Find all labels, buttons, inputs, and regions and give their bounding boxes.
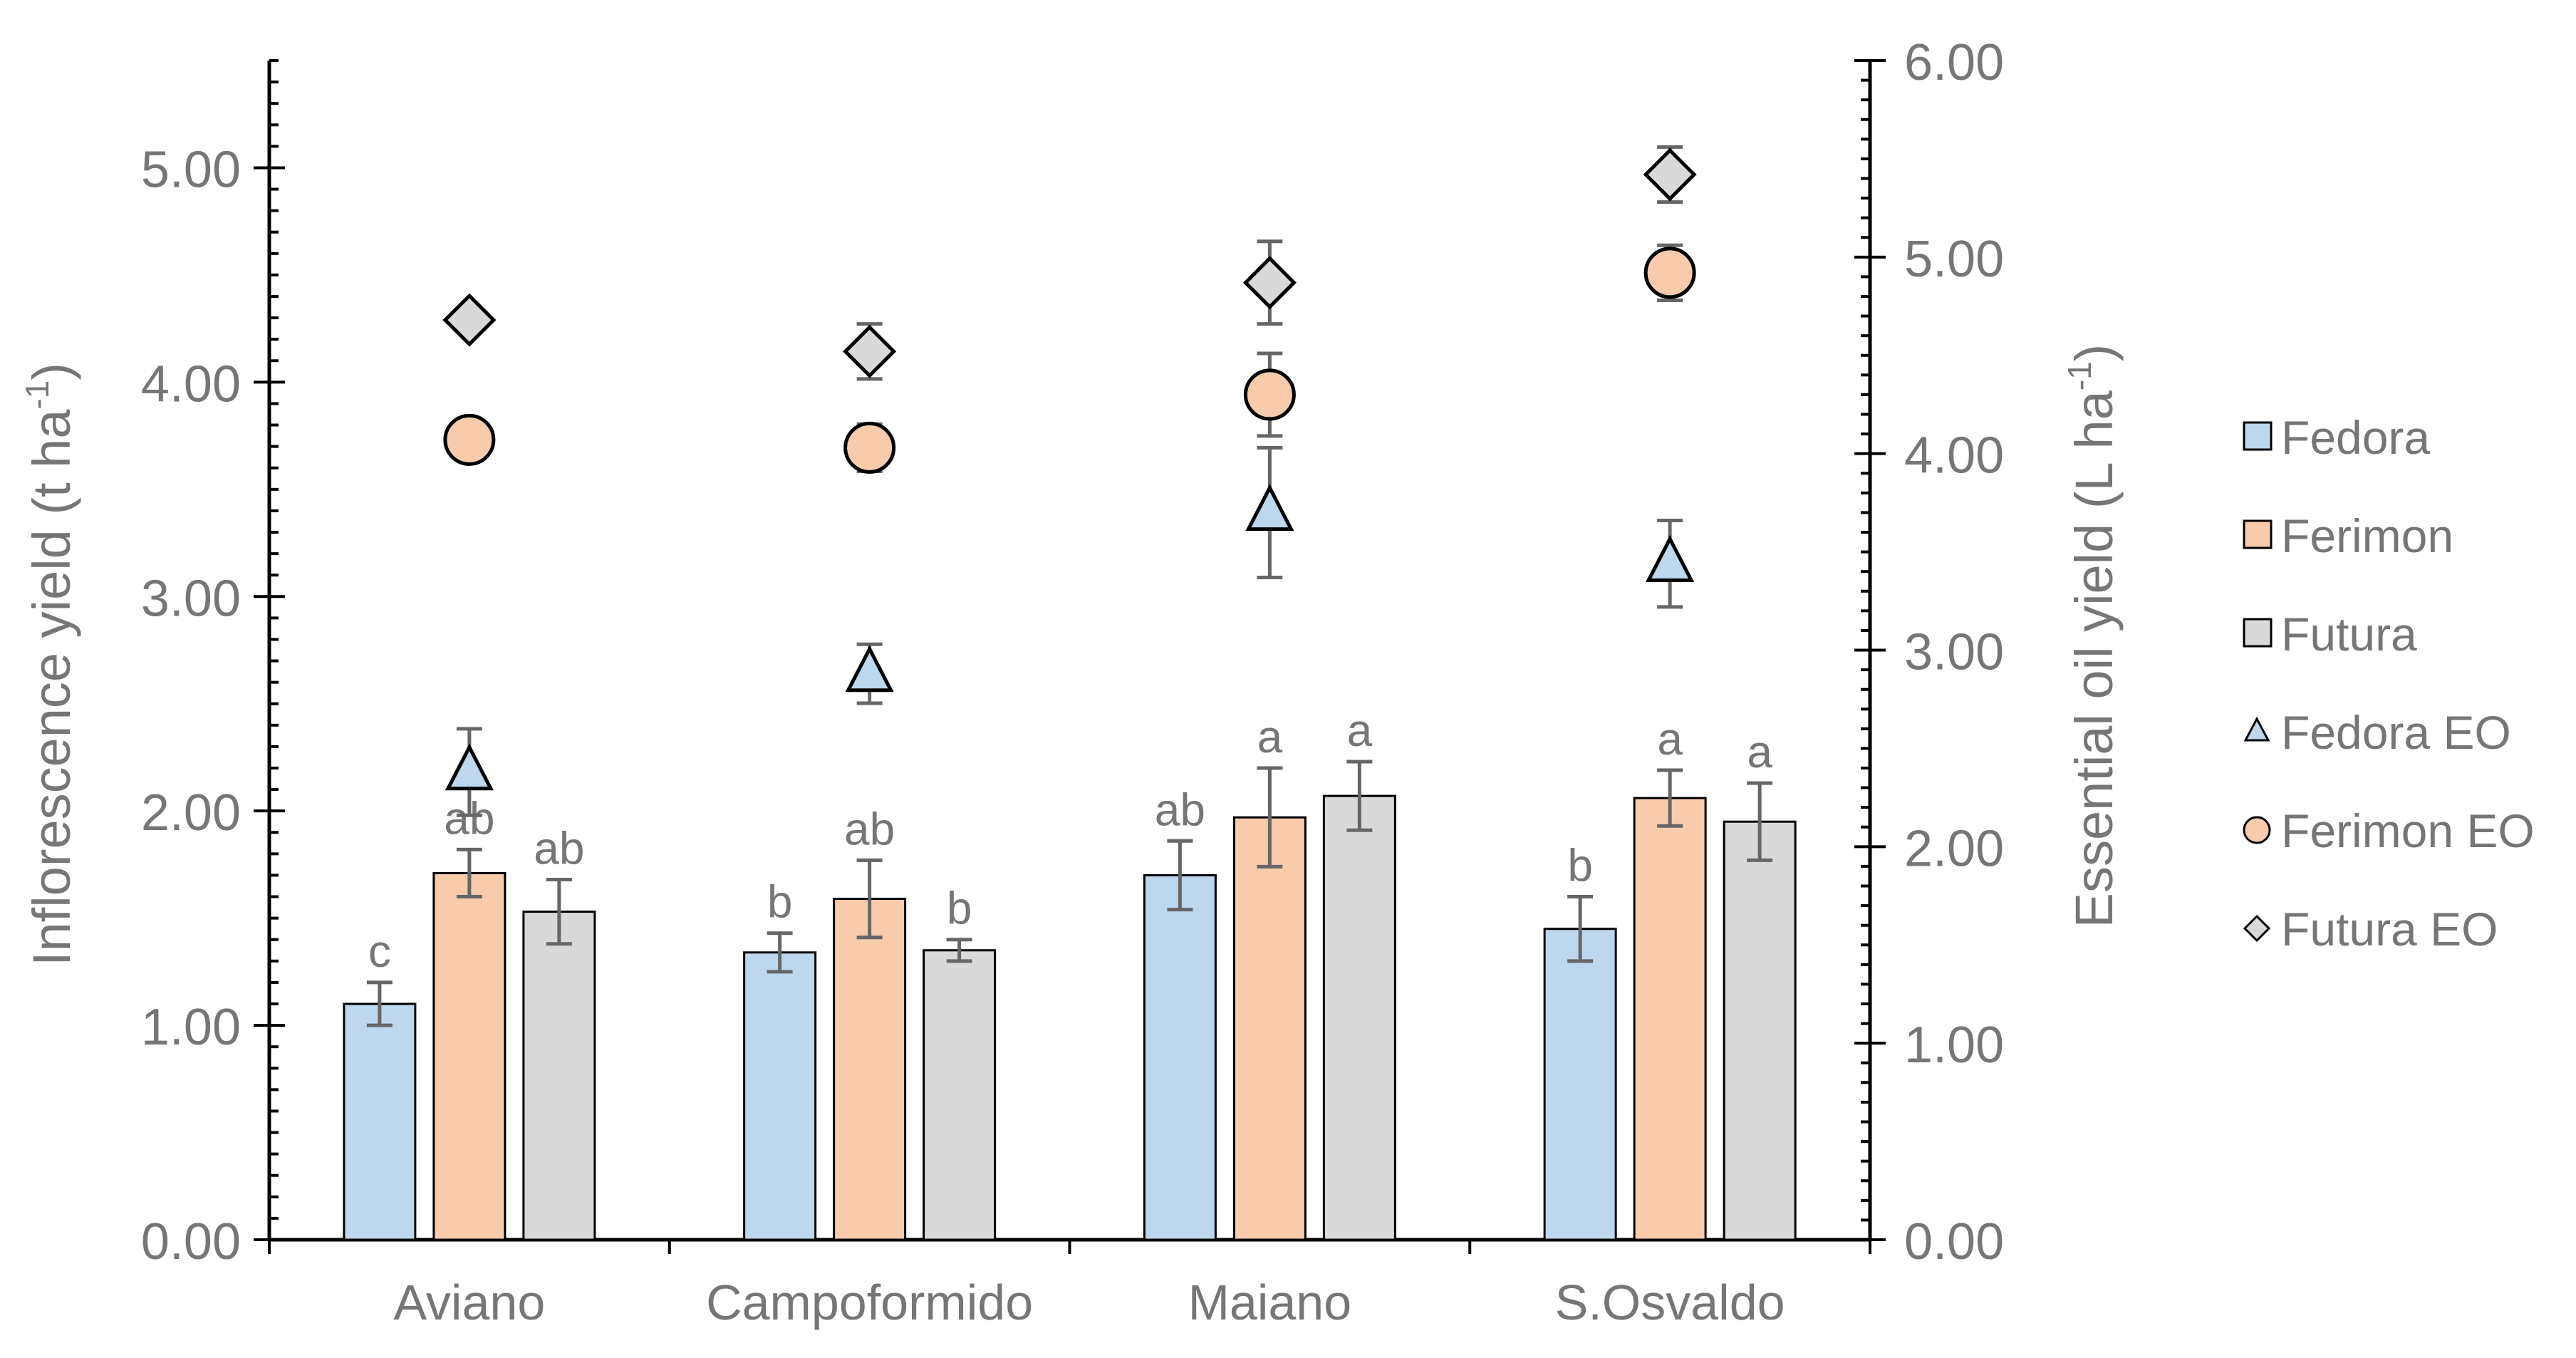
bar-futura (1322, 794, 1396, 1241)
right-tick-label: 2.00 (1904, 820, 2004, 877)
point-fedora-eo (845, 645, 894, 693)
significance-letter: ab (1155, 784, 1205, 835)
bar-futura (1723, 820, 1797, 1241)
left-tick-label: 5.00 (141, 141, 241, 198)
point-fedora-eo (1245, 484, 1294, 532)
right-tick-label: 6.00 (1904, 34, 2004, 91)
legend-item-futura-swatch (2243, 618, 2273, 648)
legend-item-ferimon-swatch (2243, 519, 2273, 549)
bar-futura (522, 911, 596, 1241)
bar-ferimon (1232, 816, 1307, 1241)
significance-letter: b (767, 876, 793, 928)
left-tick-label: 1.00 (141, 999, 241, 1056)
bar-fedora (1143, 874, 1217, 1241)
point-futura-eo (843, 324, 897, 378)
significance-letter: ab (534, 822, 584, 874)
bar-fedora (1543, 928, 1617, 1241)
right-tick-label: 3.00 (1904, 624, 2004, 681)
point-ferimon-eo (843, 421, 896, 474)
left-tick-label: 3.00 (141, 570, 241, 627)
right-axis-title-sup: -1 (2061, 361, 2098, 390)
right-tick-label: 4.00 (1904, 427, 2004, 484)
legend-item-futura-eo-label: Futura EO (2281, 903, 2498, 955)
significance-letter: ab (844, 803, 895, 854)
point-futura-eo (1242, 256, 1297, 310)
significance-letter: a (1257, 711, 1283, 762)
point-futura-eo (1643, 147, 1697, 202)
significance-letter: b (1567, 840, 1593, 891)
point-fedora-eo (445, 743, 494, 791)
point-fedora-eo (1646, 534, 1695, 582)
point-ferimon-eo (1643, 247, 1696, 299)
right-tick-label: 1.00 (1904, 1017, 2004, 1074)
point-futura-eo (442, 293, 497, 347)
significance-letter: a (1747, 726, 1772, 777)
x-tick-label: Aviano (393, 1275, 545, 1330)
legend-item-fedora-eo-swatch (2243, 716, 2270, 742)
left-axis-title-close: ) (22, 363, 81, 380)
legend-item-futura-eo-swatch (2243, 914, 2271, 943)
bar-fedora (343, 1002, 417, 1241)
bar-ferimon (432, 871, 507, 1241)
legend-item-fedora-eo-label: Fedora EO (2281, 706, 2511, 759)
bar-ferimon (1633, 797, 1707, 1241)
left-tick-label: 0.00 (141, 1213, 241, 1270)
right-tick-label: 5.00 (1904, 231, 2004, 288)
significance-letter: a (1657, 713, 1683, 764)
x-tick-label: Campoformido (706, 1275, 1033, 1330)
right-axis-title-close: ) (2065, 344, 2124, 362)
bar-ferimon (833, 898, 907, 1241)
left-axis-title: Inflorescence yield (t ha-1) (19, 363, 81, 966)
right-tick-label: 0.00 (1904, 1213, 2004, 1270)
x-tick-label: Maiano (1188, 1275, 1352, 1330)
legend-item-fedora-label: Fedora (2281, 411, 2430, 464)
significance-letter: b (947, 883, 972, 934)
legend-item-ferimon-eo-swatch (2243, 816, 2271, 844)
points (442, 145, 1697, 817)
significance-letter: c (368, 926, 391, 977)
legend: Fedora Ferimon Futura Fedora EO Ferimon EO Fu… (2243, 411, 2535, 955)
x-tick-label: S.Osvaldo (1555, 1275, 1785, 1330)
point-ferimon-eo (443, 413, 496, 466)
right-axis-title: Essential oil yield (L ha-1) (2061, 344, 2124, 928)
legend-item-fedora-swatch (2243, 421, 2273, 451)
legend-item-ferimon-eo-label: Ferimon EO (2281, 804, 2535, 857)
axes: 0.00 1.00 2.00 3.00 4.00 5.00 0.00 1.00 2.00 3.00… (19, 34, 2124, 1330)
significance-letter: a (1347, 705, 1373, 756)
left-tick-label: 2.00 (141, 784, 241, 841)
point-ferimon-eo (1243, 368, 1296, 421)
left-axis-title-sup: -1 (19, 380, 56, 410)
legend-item-futura-label: Futura (2281, 608, 2417, 660)
legend-item-ferimon-label: Ferimon (2281, 509, 2453, 562)
bar-futura (923, 949, 997, 1241)
bar-fedora (743, 951, 817, 1241)
left-tick-label: 4.00 (141, 356, 241, 413)
